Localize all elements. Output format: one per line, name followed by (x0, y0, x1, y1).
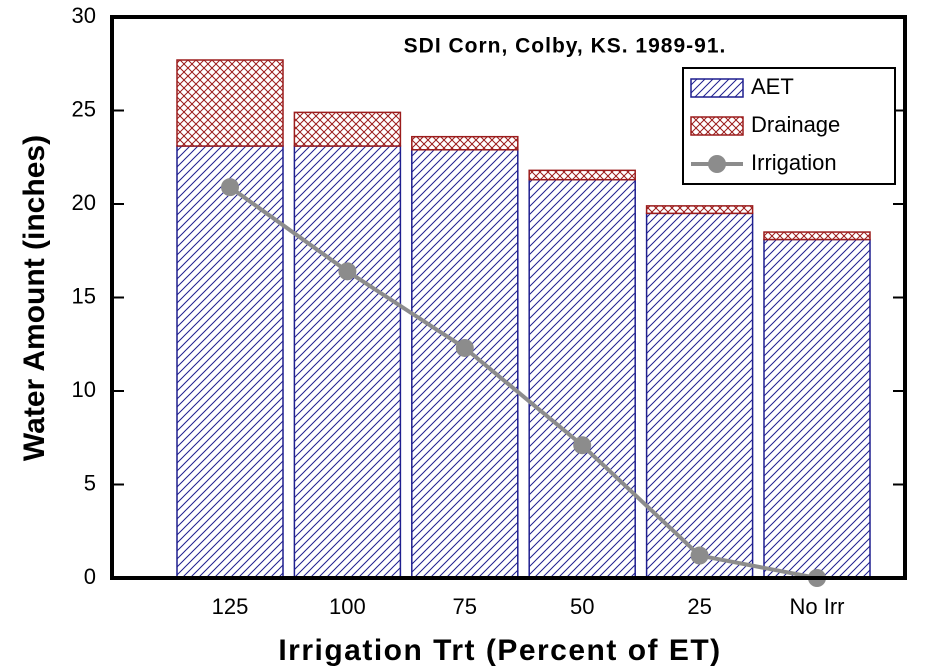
bar-segment (645, 212, 754, 579)
bar-segment (763, 231, 871, 241)
bar-segment (176, 59, 284, 147)
line-point (455, 338, 474, 357)
chart-title: SDI Corn, Colby, KS. 1989-91. (404, 35, 727, 58)
line-point (690, 546, 709, 565)
legend-label: AET (751, 74, 794, 99)
line-point (573, 436, 592, 455)
x-tick-label: No Irr (790, 594, 845, 619)
line-point (338, 262, 357, 281)
bar-segment (528, 178, 636, 579)
legend-swatch (708, 155, 726, 173)
x-tick-label: 75 (453, 594, 477, 619)
y-tick-label: 0 (84, 564, 96, 589)
y-tick-label: 20 (72, 190, 96, 215)
x-tick-label: 25 (687, 594, 711, 619)
bar-segment (293, 145, 402, 579)
bar-segment (293, 111, 402, 147)
bar-segment (528, 169, 636, 181)
bar-segment (411, 135, 519, 151)
y-tick-label: 5 (84, 470, 96, 495)
plot-frame (110, 15, 907, 580)
y-tick-label: 10 (72, 377, 96, 402)
y-tick-label: 15 (72, 283, 96, 308)
legend-label: Drainage (751, 112, 840, 137)
line-point (221, 178, 239, 197)
bar-segment (763, 238, 871, 579)
y-tick-label: 25 (72, 96, 96, 121)
x-tick-label: 100 (329, 594, 366, 619)
x-tick-label: 50 (570, 594, 594, 619)
line (228, 185, 818, 580)
bar-segment (411, 149, 519, 579)
legend-label: Irrigation (751, 150, 837, 175)
legend-swatch (690, 78, 744, 98)
y-axis-label: Water Amount (inches) (18, 135, 51, 461)
x-tick-label: 125 (212, 594, 249, 619)
bar-segment (176, 145, 284, 579)
legend-swatch (690, 116, 744, 136)
bar-segment (645, 205, 754, 215)
y-tick-label: 30 (72, 3, 96, 28)
x-axis-label: Irrigation Trt (Percent of ET) (278, 634, 721, 667)
